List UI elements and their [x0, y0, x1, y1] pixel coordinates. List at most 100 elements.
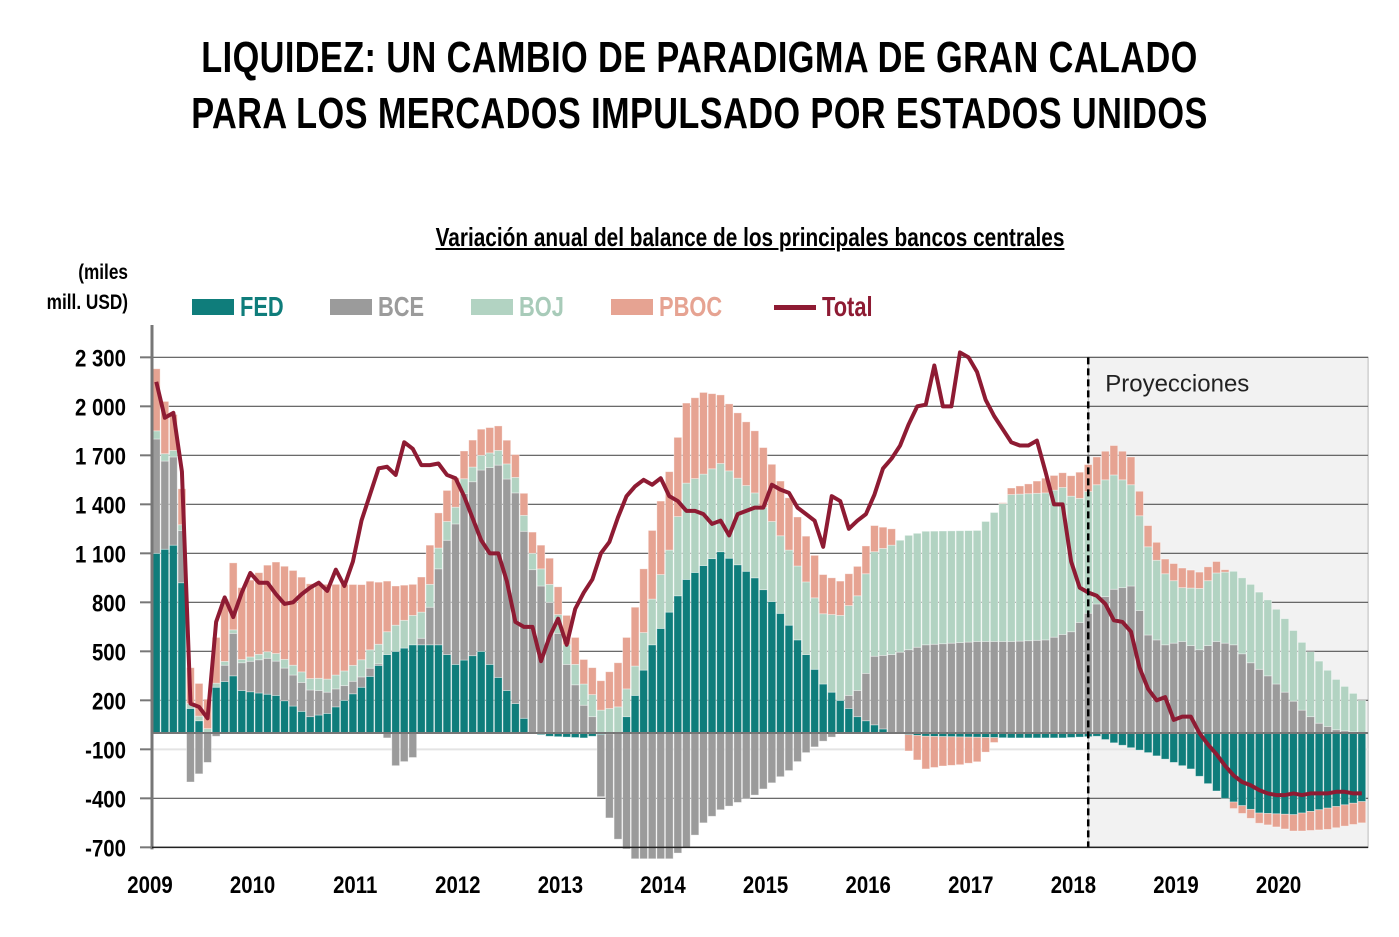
bar-bce — [476, 469, 486, 652]
bar-pboc — [1152, 541, 1161, 561]
bar-bce — [904, 649, 913, 734]
bar-pboc — [408, 583, 418, 616]
bar-fed — [246, 691, 255, 734]
bar-fed — [1263, 732, 1273, 814]
bar-bce — [682, 732, 691, 848]
bar-fed — [784, 624, 794, 734]
bar-boj — [1314, 660, 1324, 724]
chart-legend: FED BCE BOJ PBOC Total — [192, 290, 920, 324]
bar-fed — [399, 647, 409, 734]
bar-pboc — [399, 584, 409, 621]
bar-boj — [451, 506, 460, 525]
bar-pboc — [434, 512, 443, 549]
bar-pboc — [476, 428, 486, 456]
bar-pboc — [459, 450, 469, 480]
bar-pboc — [1263, 813, 1273, 826]
bar-bce — [1049, 636, 1059, 734]
bar-pboc — [228, 562, 238, 631]
bar-pboc — [801, 535, 811, 583]
bar-boj — [1118, 479, 1127, 589]
bar-pboc — [588, 667, 597, 696]
bar-fed — [1323, 732, 1332, 809]
bar-fed — [1237, 732, 1247, 807]
bar-boj — [1297, 641, 1307, 711]
bar-boj — [964, 530, 973, 643]
bar-bce — [425, 606, 435, 646]
bar-bce — [1075, 622, 1084, 734]
bar-pboc — [853, 566, 862, 597]
bar-boj — [716, 463, 725, 553]
bar-pboc — [365, 580, 375, 651]
bar-boj — [1041, 492, 1050, 641]
bar-boj — [476, 454, 486, 471]
total-line — [154, 350, 1362, 798]
bar-boj — [1032, 492, 1042, 641]
bar-pboc — [1220, 569, 1230, 573]
bar-pboc — [1160, 558, 1170, 575]
bar-pboc — [528, 531, 537, 554]
bar-boj — [818, 613, 828, 685]
bar-boj — [972, 530, 982, 642]
bar-pboc — [716, 394, 725, 464]
bar-boj — [160, 453, 170, 462]
bar-fed — [707, 558, 717, 734]
bar-fed — [374, 665, 383, 734]
bar-boj — [1186, 587, 1196, 647]
bar-pboc — [690, 397, 700, 480]
bar-pboc — [904, 734, 913, 752]
bar-bce — [271, 660, 281, 696]
legend-label-fed: FED — [240, 291, 284, 322]
bar-bce — [1246, 662, 1255, 734]
legend-label-boj: BOJ — [519, 291, 565, 322]
bar-fed — [861, 720, 871, 734]
bar-fed — [211, 686, 221, 734]
bar-bce — [459, 493, 469, 661]
bar-bce — [545, 601, 554, 734]
bar-bce — [613, 732, 623, 840]
bar-boj — [434, 547, 443, 570]
bar-bce — [801, 732, 811, 754]
bar-bce — [186, 732, 195, 783]
bar-pboc — [1075, 471, 1084, 499]
bar-bce — [981, 641, 990, 734]
bar-pboc — [741, 421, 751, 486]
bar-boj — [425, 583, 435, 608]
bar-boj — [930, 530, 939, 645]
bar-pboc — [1032, 480, 1042, 494]
bar-bce — [442, 539, 452, 655]
bar-fed — [1143, 732, 1153, 754]
bar-fed — [750, 577, 760, 734]
bar-bce — [246, 660, 255, 693]
bar-boj — [1178, 587, 1187, 642]
bar-pboc — [1280, 813, 1290, 830]
bar-pboc — [887, 528, 896, 546]
bar-pboc — [844, 573, 854, 607]
bar-pboc — [878, 526, 888, 549]
bar-bce — [1263, 675, 1273, 734]
bar-fed — [194, 720, 204, 734]
bar-bce — [647, 732, 657, 860]
y-tick-label: 500 — [92, 639, 126, 666]
bar-boj — [1152, 559, 1161, 641]
bar-bce — [434, 568, 443, 646]
bar-bce — [297, 682, 306, 712]
y-tick-label: 800 — [92, 590, 126, 617]
bar-bce — [870, 655, 879, 726]
bar-boj — [596, 709, 606, 734]
bar-fed — [322, 713, 332, 734]
x-tick-label: 2009 — [127, 871, 172, 898]
bar-boj — [613, 706, 623, 734]
bar-boj — [810, 597, 819, 670]
bar-fed — [271, 695, 281, 734]
bar-boj — [1280, 618, 1290, 693]
bar-pboc — [160, 401, 170, 455]
bar-bce — [989, 641, 999, 734]
bar-boj — [305, 678, 315, 691]
bar-bce — [784, 732, 794, 771]
bar-pboc — [964, 736, 973, 764]
bar-fed — [519, 717, 529, 734]
x-tick-label: 2014 — [640, 871, 686, 898]
bar-pboc — [1195, 571, 1204, 589]
bar-fed — [177, 582, 187, 734]
bar-pboc — [1092, 456, 1102, 486]
